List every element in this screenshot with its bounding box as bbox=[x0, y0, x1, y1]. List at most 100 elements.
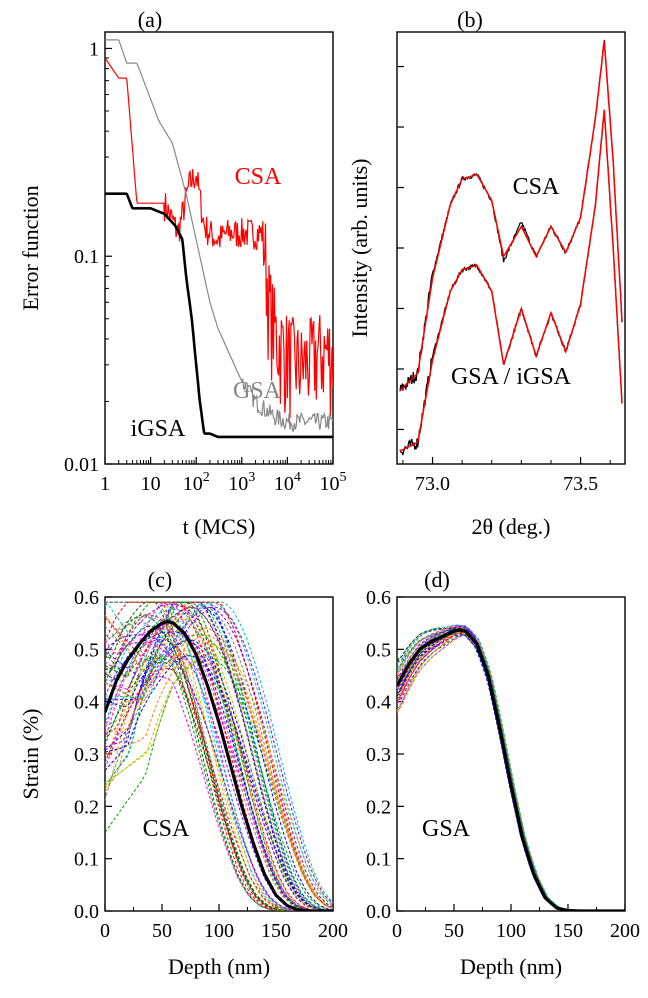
ensemble-curve bbox=[397, 624, 625, 911]
x-axis-label: t (MCS) bbox=[183, 514, 256, 539]
y-tick-label: 0.3 bbox=[366, 744, 391, 766]
ensemble-curve bbox=[105, 601, 333, 909]
ensemble-curve bbox=[105, 658, 333, 911]
x-tick-label: 103 bbox=[228, 470, 255, 495]
y-tick-label: 0.1 bbox=[366, 849, 391, 871]
annotation-csa: CSA bbox=[235, 164, 282, 190]
ensemble-curve bbox=[105, 621, 333, 911]
ensemble-curve bbox=[397, 627, 625, 911]
ensemble-curve bbox=[105, 641, 333, 911]
ensemble-curve bbox=[105, 675, 333, 911]
x-tick-label: 50 bbox=[152, 920, 172, 942]
panel-c: (c) Depth (nm) Strain (%) 0 50 100 150 200 0.0 0.… bbox=[18, 567, 348, 979]
y-axis-label: Error function bbox=[18, 185, 43, 310]
x-tick-label: 73.0 bbox=[415, 473, 450, 495]
ensemble-curve bbox=[105, 633, 333, 911]
x-tick-label: 200 bbox=[610, 920, 640, 942]
y-tick-label: 0.1 bbox=[74, 849, 99, 871]
panel-d: (d) Depth (nm) 0 50 100 150 200 0.0 0.1 0.2 0.3 0.4… bbox=[366, 567, 640, 979]
ensemble-curve bbox=[105, 601, 333, 907]
x-tick-label: 200 bbox=[318, 920, 348, 942]
ensemble-curve bbox=[105, 614, 333, 909]
x-axis-label: 2θ (deg.) bbox=[472, 514, 551, 539]
annotation-igsa: iGSA bbox=[131, 416, 186, 442]
panel-label: (d) bbox=[424, 567, 450, 592]
ensemble-curve bbox=[105, 627, 333, 911]
ensemble-curve bbox=[105, 601, 333, 911]
series-line-gsa bbox=[105, 39, 333, 432]
plot-area bbox=[397, 624, 625, 911]
ensemble-curve bbox=[105, 649, 333, 911]
panel-b: (b) 2θ (deg.) Intensity (arb. units) 73.0 73… bbox=[347, 7, 626, 539]
ensemble-curve bbox=[105, 639, 333, 911]
x-tick-label: 150 bbox=[261, 920, 291, 942]
y-tick-label: 0.6 bbox=[74, 587, 99, 609]
ensemble-curve bbox=[105, 606, 333, 911]
ensemble-curve bbox=[397, 630, 625, 911]
ensemble-curve bbox=[105, 606, 333, 910]
x-tick-label: 150 bbox=[553, 920, 583, 942]
ensemble-curve bbox=[397, 627, 625, 911]
ensemble-curve bbox=[105, 625, 333, 911]
annotation-1: GSA / iGSA bbox=[451, 364, 572, 390]
x-tick-label: 1 bbox=[100, 473, 110, 495]
ensemble-curve bbox=[105, 655, 333, 911]
y-tick-label: 0.0 bbox=[366, 901, 391, 923]
ensemble-curve bbox=[105, 642, 333, 909]
series-line-fit bbox=[399, 109, 623, 452]
ensemble-curve bbox=[105, 634, 333, 910]
ensemble-curve bbox=[105, 601, 333, 911]
ensemble-curve bbox=[105, 603, 333, 911]
y-tick-label: 0.4 bbox=[366, 692, 391, 714]
ensemble-curve bbox=[105, 645, 333, 905]
x-tick-label: 0 bbox=[100, 920, 110, 942]
annotation-gsa: GSA bbox=[233, 378, 282, 404]
x-tick-label: 100 bbox=[204, 920, 234, 942]
plot-area bbox=[399, 39, 623, 456]
best-fit-curve bbox=[397, 628, 625, 911]
y-tick-label: 0.0 bbox=[74, 901, 99, 923]
series-line-igsa bbox=[105, 192, 333, 439]
plot-area bbox=[105, 39, 333, 439]
y-tick-label: 0.01 bbox=[64, 454, 99, 476]
panel-label: (b) bbox=[457, 7, 483, 32]
ensemble-curve bbox=[105, 601, 333, 911]
plot-frame bbox=[396, 31, 626, 465]
series-line-fit bbox=[399, 40, 623, 392]
panel-a: (a) t (MCS) Error function 1 10 102 103 104 105 0… bbox=[18, 7, 347, 539]
x-axis-label: Depth (nm) bbox=[460, 954, 562, 979]
ensemble-curve bbox=[105, 616, 333, 911]
y-tick-label: 0.5 bbox=[366, 639, 391, 661]
x-tick-label: 0 bbox=[392, 920, 402, 942]
series-line-csa bbox=[105, 57, 333, 418]
plot-frame bbox=[104, 31, 334, 465]
ensemble-curve bbox=[105, 655, 333, 911]
x-tick-label: 104 bbox=[274, 470, 301, 495]
y-tick-label: 0.1 bbox=[74, 246, 99, 268]
y-tick-label: 0.5 bbox=[74, 639, 99, 661]
ensemble-curve bbox=[397, 632, 625, 911]
ensemble-curve bbox=[105, 604, 333, 911]
ensemble-curve bbox=[397, 633, 625, 911]
ensemble-curve bbox=[105, 601, 333, 911]
ensemble-curve bbox=[397, 625, 625, 911]
x-tick-label: 50 bbox=[444, 920, 464, 942]
plot-area bbox=[105, 601, 333, 911]
x-tick-label: 105 bbox=[320, 470, 347, 495]
y-tick-label: 0.3 bbox=[74, 744, 99, 766]
y-tick-label: 0.2 bbox=[74, 796, 99, 818]
ensemble-curve bbox=[105, 661, 333, 911]
ensemble-curve bbox=[105, 652, 333, 911]
ensemble-curve bbox=[105, 601, 333, 909]
ensemble-curve bbox=[105, 614, 333, 911]
y-axis-label: Intensity (arb. units) bbox=[347, 158, 372, 337]
ensemble-curve bbox=[105, 621, 333, 911]
ensemble-curve bbox=[105, 601, 333, 911]
ensemble-curve bbox=[105, 614, 333, 911]
annotation-gsa: GSA bbox=[422, 816, 471, 842]
y-tick-label: 0.6 bbox=[366, 587, 391, 609]
y-tick-label: 1 bbox=[89, 38, 99, 60]
y-tick-label: 0.4 bbox=[74, 692, 99, 714]
x-tick-label: 100 bbox=[496, 920, 526, 942]
